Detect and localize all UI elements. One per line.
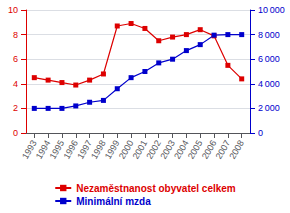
svg-text:8: 8 <box>13 30 18 40</box>
svg-text:6: 6 <box>13 54 18 64</box>
svg-text:6 000: 6 000 <box>258 54 280 64</box>
svg-text:1997: 1997 <box>75 138 94 161</box>
svg-text:1996: 1996 <box>61 138 81 161</box>
svg-text:10: 10 <box>8 5 18 15</box>
svg-text:2000: 2000 <box>116 138 136 161</box>
svg-text:10 000: 10 000 <box>258 5 285 15</box>
svg-text:4 000: 4 000 <box>258 79 280 89</box>
svg-text:0: 0 <box>258 128 263 138</box>
svg-text:2008: 2008 <box>227 138 246 160</box>
svg-text:2004: 2004 <box>172 138 191 161</box>
svg-text:2007: 2007 <box>213 138 233 161</box>
svg-text:1999: 1999 <box>102 138 122 161</box>
svg-text:Minimální mzda: Minimální mzda <box>76 196 151 207</box>
svg-text:1994: 1994 <box>33 138 53 161</box>
svg-text:1995: 1995 <box>47 138 67 161</box>
svg-text:2: 2 <box>13 103 18 113</box>
svg-text:1993: 1993 <box>20 138 39 161</box>
svg-text:Nezaměstnanost obyvatel celkem: Nezaměstnanost obyvatel celkem <box>76 183 236 194</box>
svg-text:2002: 2002 <box>144 138 164 161</box>
svg-text:2006: 2006 <box>199 138 219 161</box>
svg-text:2003: 2003 <box>158 138 177 161</box>
svg-text:1998: 1998 <box>89 138 108 161</box>
svg-text:0: 0 <box>13 128 18 138</box>
svg-text:2005: 2005 <box>185 138 205 161</box>
svg-text:4: 4 <box>13 79 18 89</box>
svg-text:8 000: 8 000 <box>258 30 280 40</box>
svg-text:2001: 2001 <box>130 138 150 161</box>
svg-text:2 000: 2 000 <box>258 103 280 113</box>
